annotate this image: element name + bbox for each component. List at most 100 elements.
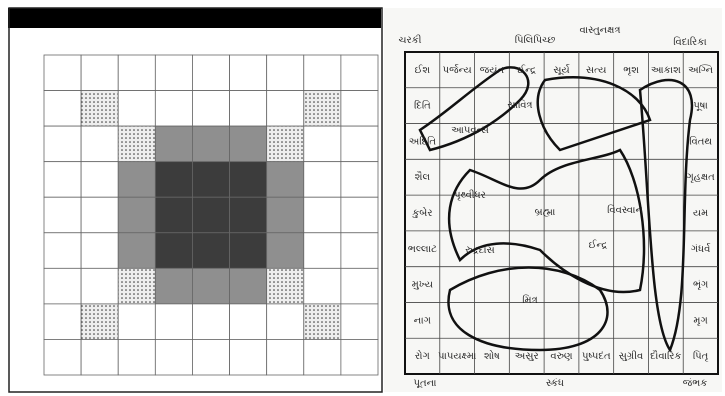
grid-cell [44, 126, 81, 162]
grid-cell [304, 304, 341, 340]
grid-cell [267, 162, 304, 198]
grid-cell [230, 233, 267, 269]
grid-cell [155, 197, 192, 233]
deity-label: પાપયક્ષ્મા [438, 351, 477, 362]
deity-label: વિતથ [689, 135, 712, 147]
grid-cell [118, 268, 155, 304]
grid-cell [81, 197, 118, 233]
title-bar [8, 8, 381, 28]
page: ચરકીપિલિપિચ્છવાસ્તુનક્ષત્રવિદારિકાપૂતનાસ… [0, 0, 725, 396]
grid-cell [230, 304, 267, 340]
deity-label: જયંત [480, 64, 505, 76]
grid-cell [192, 126, 229, 162]
grid-cell [341, 268, 378, 304]
grid-cell [44, 91, 81, 127]
direction-label: જંભક [683, 377, 708, 389]
grid-cell [155, 162, 192, 198]
grid-cell [155, 339, 192, 375]
deity-label: યમ [693, 208, 708, 219]
grid-cell [118, 197, 155, 233]
grid-cell [341, 126, 378, 162]
grid-cell [341, 197, 378, 233]
grid-cell [44, 197, 81, 233]
grid-cell [81, 55, 118, 91]
grid-cell [230, 339, 267, 375]
grid-cell [155, 233, 192, 269]
grid-cell [192, 55, 229, 91]
grid-cell [155, 91, 192, 127]
grid-cell [44, 268, 81, 304]
deity-label: નાગ [414, 315, 431, 326]
deity-label: રોગ [415, 349, 430, 362]
deity-label: શોષ [484, 349, 500, 362]
grid-cell [81, 268, 118, 304]
grid-cell [341, 233, 378, 269]
grid-cell [192, 304, 229, 340]
deity-label: પર્જન્ય [443, 64, 472, 76]
grid-cell [341, 304, 378, 340]
grid-cell [341, 91, 378, 127]
grid-cell [44, 55, 81, 91]
direction-label: પૂતના [413, 378, 437, 389]
grid-cell [155, 304, 192, 340]
grid-cell [118, 339, 155, 375]
grid-cell [155, 126, 192, 162]
grid-cell [44, 339, 81, 375]
grid-cell [304, 268, 341, 304]
grid-cell [341, 162, 378, 198]
grid-cell [267, 339, 304, 375]
deity-label: મુખ્ય [412, 280, 433, 291]
grid-cell [267, 91, 304, 127]
grid-cell [304, 55, 341, 91]
direction-label: સ્કંધ [546, 377, 564, 389]
grid-cell [267, 233, 304, 269]
deity-label: અગ્નિ [688, 64, 714, 76]
inner-deity-label: સાવિત્ર [507, 99, 532, 111]
grid-cell [118, 55, 155, 91]
grid-cell [81, 233, 118, 269]
grid-cell [81, 304, 118, 340]
inner-deity-label: બ્રહ્મા [535, 207, 556, 218]
direction-label: વાસ્તુનક્ષત્ર [579, 25, 620, 36]
grid-cell [155, 268, 192, 304]
grid-cell [81, 91, 118, 127]
grid-cell [118, 91, 155, 127]
deity-label: સુગ્રીવ [619, 350, 644, 362]
grid-cell [230, 268, 267, 304]
deity-label: સૂર્ય [553, 64, 569, 76]
grid-cell [118, 233, 155, 269]
direction-label: વિદારિકા [673, 36, 707, 48]
grid-cell [267, 268, 304, 304]
grid-cell [44, 233, 81, 269]
grid-cell [267, 197, 304, 233]
deity-label: ભૃંગ [693, 279, 708, 291]
inner-deity-label: પૃથ્વીધર [454, 189, 486, 201]
grid-cell [230, 197, 267, 233]
grid-cell [304, 233, 341, 269]
grid-cell [192, 197, 229, 233]
grid-cell [81, 126, 118, 162]
grid-cell [304, 126, 341, 162]
grid-cell [304, 91, 341, 127]
grid-cell [118, 162, 155, 198]
grid-cell [230, 162, 267, 198]
grid-cell [267, 126, 304, 162]
inner-deity-label: વિવસ્વાન [607, 204, 643, 216]
grid-cell [192, 233, 229, 269]
grid-cell [81, 339, 118, 375]
grid-cell [341, 55, 378, 91]
grid-cell [192, 91, 229, 127]
grid-cell [230, 126, 267, 162]
grid-cell [341, 339, 378, 375]
grid-cell [155, 55, 192, 91]
grid-cell [230, 55, 267, 91]
grid-cell [81, 162, 118, 198]
grid-cell [44, 162, 81, 198]
grid-cell [44, 304, 81, 340]
deity-label: ગંધર્વ [691, 243, 711, 255]
deity-label: ભૃશ [623, 65, 639, 76]
deity-label: આકાશ [651, 65, 681, 76]
deity-label: દિતિ [414, 100, 431, 112]
inner-deity-label: આપવત્સ [451, 125, 489, 136]
deity-label: ઈન્દ્ર [517, 64, 536, 76]
